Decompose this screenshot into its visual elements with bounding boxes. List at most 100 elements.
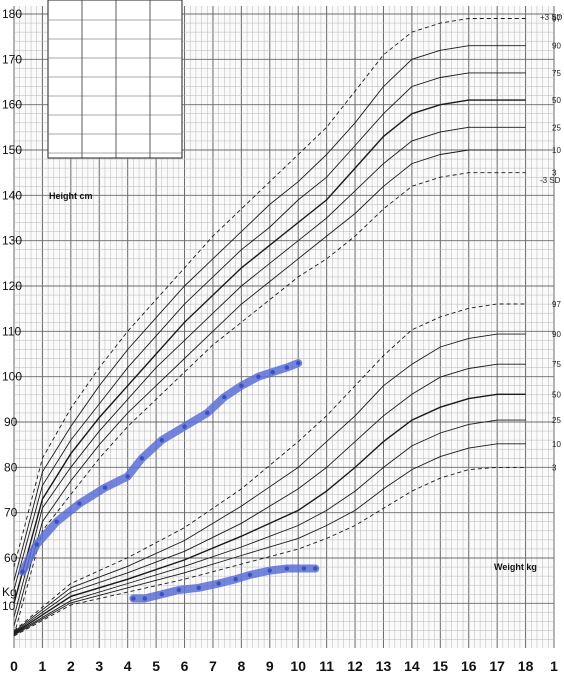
patient-height-point (139, 456, 145, 461)
x-tick-label: 10 (290, 658, 306, 674)
weight-reference-curve (13, 333, 526, 633)
patient-series (18, 359, 320, 603)
record-table-frame (47, 0, 183, 159)
height-reference-curve (13, 126, 526, 618)
y-tick-label: 150 (2, 143, 22, 157)
patient-height-point (102, 485, 108, 490)
patient-weight-point (196, 585, 201, 590)
height-percentile-label: 25 (552, 123, 561, 132)
x-tick-label: 15 (433, 658, 449, 674)
x-tick-label: 14 (404, 658, 420, 674)
patient-height-point (159, 437, 164, 443)
x-tick-label: 6 (181, 658, 189, 674)
height-reference-curve (13, 45, 526, 581)
patient-weight-point (267, 568, 272, 573)
height-reference-curve (13, 149, 526, 627)
height-reference-curve (13, 172, 526, 636)
x-tick-label: 8 (237, 658, 245, 674)
height-sd-label: -3 SD (540, 176, 561, 185)
weight-reference-curve (13, 303, 526, 632)
weight-percentile-label: 75 (552, 360, 561, 369)
weight-percentile-label: 3 (552, 463, 557, 472)
patient-weight-line (129, 564, 320, 603)
weight-tick-label: 10 (2, 599, 16, 613)
weight-reference-curve (13, 363, 526, 633)
record-table (47, 0, 183, 159)
patient-weight-point (176, 587, 182, 593)
patient-weight-point (142, 596, 147, 601)
patient-height-point (296, 360, 301, 366)
weight-percentile-label: 97 (552, 300, 561, 309)
y-tick-label: 60 (4, 551, 18, 565)
patient-height-point (125, 474, 130, 479)
y-tick-label: 160 (2, 98, 22, 112)
height-percentile-label: 50 (552, 96, 561, 105)
x-tick-label: 11 (319, 658, 334, 674)
reference-curves (13, 18, 526, 637)
height-reference-curve (13, 99, 526, 604)
y-tick-label: 80 (4, 460, 18, 474)
patient-weight-point (301, 566, 307, 571)
height-percentile-label: 10 (552, 146, 561, 155)
patient-height-point (20, 569, 25, 574)
patient-weight-point (159, 592, 164, 597)
x-tick-label: 9 (266, 658, 274, 674)
weight-percentile-label: 90 (552, 330, 561, 339)
axis-labels: 60708090100110120130140150160170180Kg100… (0, 7, 564, 676)
x-tick-label: 12 (347, 658, 363, 674)
weight-percentile-label: 50 (552, 390, 561, 399)
patient-height-point (270, 369, 275, 375)
patient-height-line (18, 359, 303, 576)
x-tick-label: 3 (95, 658, 103, 674)
height-percentile-label: 75 (552, 69, 561, 78)
patient-height-point (182, 424, 187, 429)
x-tick-label: 1 (550, 658, 558, 674)
patient-height-point (284, 365, 290, 370)
weight-reference-curve (13, 443, 526, 636)
grid (13, 6, 555, 648)
height-reference-curve (13, 72, 526, 590)
patient-weight-point (247, 572, 253, 578)
weight-reference-curve (13, 466, 526, 637)
x-tick-label: 2 (67, 658, 75, 674)
weight-percentile-label: 10 (552, 440, 561, 449)
patient-weight-point (216, 581, 221, 586)
patient-height-point (222, 394, 227, 400)
patient-weight-point (284, 566, 290, 571)
x-tick-label: 16 (461, 658, 477, 674)
x-tick-label: 0 (10, 658, 18, 674)
x-axis-band (0, 652, 564, 676)
y-tick-label: 90 (4, 415, 18, 429)
height-block-label: Height cm (49, 191, 93, 201)
y-tick-label: 130 (2, 234, 22, 248)
weight-block-label: Weight kg (494, 562, 537, 572)
height-percentile-label: 3 (552, 169, 557, 178)
height-percentile-label: 90 (552, 42, 561, 51)
x-tick-label: 17 (489, 658, 505, 674)
y-tick-label: 170 (2, 52, 22, 66)
height-percentile-label: 97 (552, 15, 561, 24)
y-tick-label: 140 (2, 188, 22, 202)
x-tick-label: 5 (152, 658, 160, 674)
patient-height-point (205, 410, 210, 416)
x-tick-label: 13 (376, 658, 392, 674)
patient-weight-point (313, 566, 318, 571)
x-tick-label: 7 (209, 658, 217, 674)
patient-height-point (54, 519, 59, 524)
weight-axis-label: Kg (2, 585, 17, 599)
patient-height-point (34, 542, 39, 547)
x-tick-label: 4 (124, 658, 132, 674)
patient-height-point (256, 374, 261, 379)
patient-height-point (77, 501, 82, 506)
y-tick-label: 110 (2, 324, 21, 338)
x-tick-label: 18 (518, 658, 534, 674)
y-tick-label: 100 (2, 370, 22, 384)
weight-reference-curve (13, 393, 526, 634)
x-tick-label: 1 (39, 658, 47, 674)
y-tick-label: 120 (2, 279, 22, 293)
weight-percentile-label: 25 (552, 416, 561, 425)
height-reference-curve (13, 18, 526, 568)
height-sd-label: +3 SD (540, 13, 563, 22)
